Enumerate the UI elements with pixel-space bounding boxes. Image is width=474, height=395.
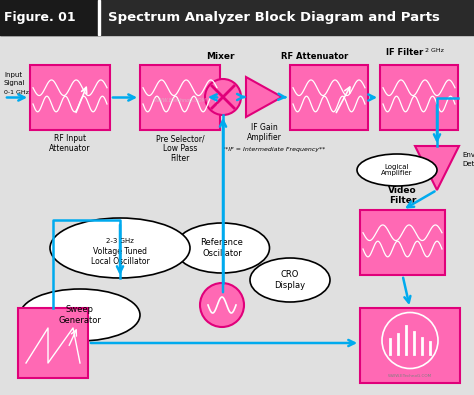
Text: Spectrum Analyzer Block Diagram and Parts: Spectrum Analyzer Block Diagram and Part…	[108, 11, 440, 23]
Text: Reference
Oscillator: Reference Oscillator	[201, 238, 244, 258]
Text: Envelope: Envelope	[462, 152, 474, 158]
FancyBboxPatch shape	[380, 65, 458, 130]
Text: Detector: Detector	[462, 161, 474, 167]
Text: RF Attenuator: RF Attenuator	[282, 52, 348, 61]
Text: RF Input: RF Input	[54, 134, 86, 143]
Ellipse shape	[357, 154, 437, 186]
Circle shape	[205, 79, 241, 115]
Ellipse shape	[50, 218, 190, 278]
Text: Pre Selector/: Pre Selector/	[155, 134, 204, 143]
Text: IF Gain: IF Gain	[251, 123, 277, 132]
Text: Voltage Tuned
Local Oscillator: Voltage Tuned Local Oscillator	[91, 247, 149, 266]
Bar	[0, 0, 100, 35]
Text: Amplifier: Amplifier	[246, 133, 282, 142]
Text: Signal: Signal	[4, 80, 26, 86]
Text: Mixer: Mixer	[206, 52, 234, 61]
Text: WWW.ETechnoG.COM: WWW.ETechnoG.COM	[154, 98, 207, 102]
Text: Filter: Filter	[389, 196, 416, 205]
FancyBboxPatch shape	[18, 308, 88, 378]
Text: Low Pass: Low Pass	[163, 144, 197, 153]
FancyBboxPatch shape	[360, 210, 445, 275]
Text: **IF = Intermediate Frequency**: **IF = Intermediate Frequency**	[222, 147, 326, 152]
Ellipse shape	[250, 258, 330, 302]
Text: CRO
Display: CRO Display	[274, 270, 306, 290]
Text: Figure. 01: Figure. 01	[4, 11, 76, 23]
Text: Video: Video	[388, 186, 417, 195]
FancyBboxPatch shape	[30, 65, 110, 130]
Text: IF Filter: IF Filter	[386, 48, 424, 57]
Polygon shape	[246, 77, 282, 117]
Text: Attenuator: Attenuator	[49, 144, 91, 153]
Polygon shape	[415, 146, 459, 190]
Text: Input: Input	[4, 72, 22, 78]
Bar	[98, 0, 100, 35]
Text: 2 GHz: 2 GHz	[425, 48, 444, 53]
Text: 2-3 GHz: 2-3 GHz	[106, 238, 134, 244]
Ellipse shape	[174, 223, 270, 273]
FancyBboxPatch shape	[290, 65, 368, 130]
Text: 0-1 GHz: 0-1 GHz	[4, 90, 29, 95]
Text: WWW.ETechnoG.COM: WWW.ETechnoG.COM	[388, 374, 432, 378]
Ellipse shape	[20, 289, 140, 341]
Text: Logical
Amplifier: Logical Amplifier	[381, 164, 413, 177]
Circle shape	[200, 283, 244, 327]
FancyBboxPatch shape	[360, 308, 460, 383]
Text: Sweep
Generator: Sweep Generator	[59, 305, 101, 325]
Bar	[0, 0, 474, 35]
FancyBboxPatch shape	[140, 65, 220, 130]
Text: Filter: Filter	[170, 154, 190, 163]
